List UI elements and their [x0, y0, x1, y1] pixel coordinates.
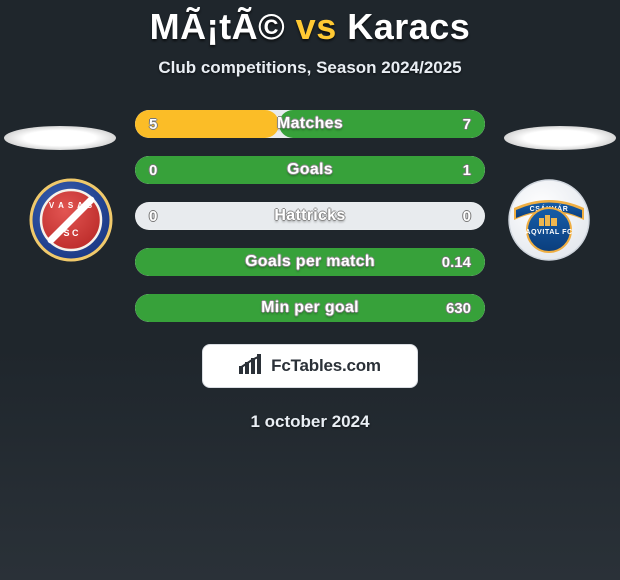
club-crest-right: CSÁKVÁR AQVITAL FC: [500, 178, 598, 262]
svg-text:V A S A S: V A S A S: [49, 201, 93, 210]
ellipse-shadow-left: [4, 126, 116, 150]
stat-value-right: 630: [446, 294, 471, 322]
stat-value-left: 0: [149, 202, 157, 230]
title-right: Karacs: [347, 6, 470, 47]
stat-row: Matches5 7: [135, 110, 485, 138]
stat-value-right: 0.14: [442, 248, 471, 276]
club-crest-left: V A S A S S C: [22, 178, 120, 262]
stat-value-left: 0: [149, 156, 157, 184]
stat-row: Hattricks0 0: [135, 202, 485, 230]
crest-left-outer: V A S A S S C: [29, 178, 113, 262]
stat-value-left: 5: [149, 110, 157, 138]
stat-row: Goals per match0.14: [135, 248, 485, 276]
stat-label: Hattricks: [135, 202, 485, 230]
ellipse-shadow-right: [504, 126, 616, 150]
title-vs: vs: [296, 6, 337, 47]
stat-label: Matches: [135, 110, 485, 138]
brand-box: FcTables.com: [202, 344, 418, 388]
stat-value-right: 7: [463, 110, 471, 138]
stat-rows: Matches57Goals01Hattricks00Goals per mat…: [135, 110, 485, 322]
stat-row: Min per goal630: [135, 294, 485, 322]
stat-value-right: 0: [463, 202, 471, 230]
stat-label: Goals: [135, 156, 485, 184]
brand-label: FcTables.com: [271, 356, 381, 376]
stat-label: Min per goal: [135, 294, 485, 322]
chart-icon: [239, 354, 265, 379]
page-title: MÃ¡tÃ© vs Karacs: [150, 6, 471, 48]
svg-text:S C: S C: [63, 228, 79, 238]
crest-right-outer: CSÁKVÁR AQVITAL FC: [507, 178, 591, 262]
stat-label: Goals per match: [135, 248, 485, 276]
stat-value-right: 1: [463, 156, 471, 184]
comparison-card: MÃ¡tÃ© vs Karacs Club competitions, Seas…: [0, 0, 620, 580]
svg-text:AQVITAL FC: AQVITAL FC: [525, 227, 572, 236]
subtitle: Club competitions, Season 2024/2025: [158, 58, 461, 78]
stat-row: Goals0 1: [135, 156, 485, 184]
date-label: 1 october 2024: [250, 412, 369, 432]
title-left: MÃ¡tÃ©: [150, 6, 286, 47]
